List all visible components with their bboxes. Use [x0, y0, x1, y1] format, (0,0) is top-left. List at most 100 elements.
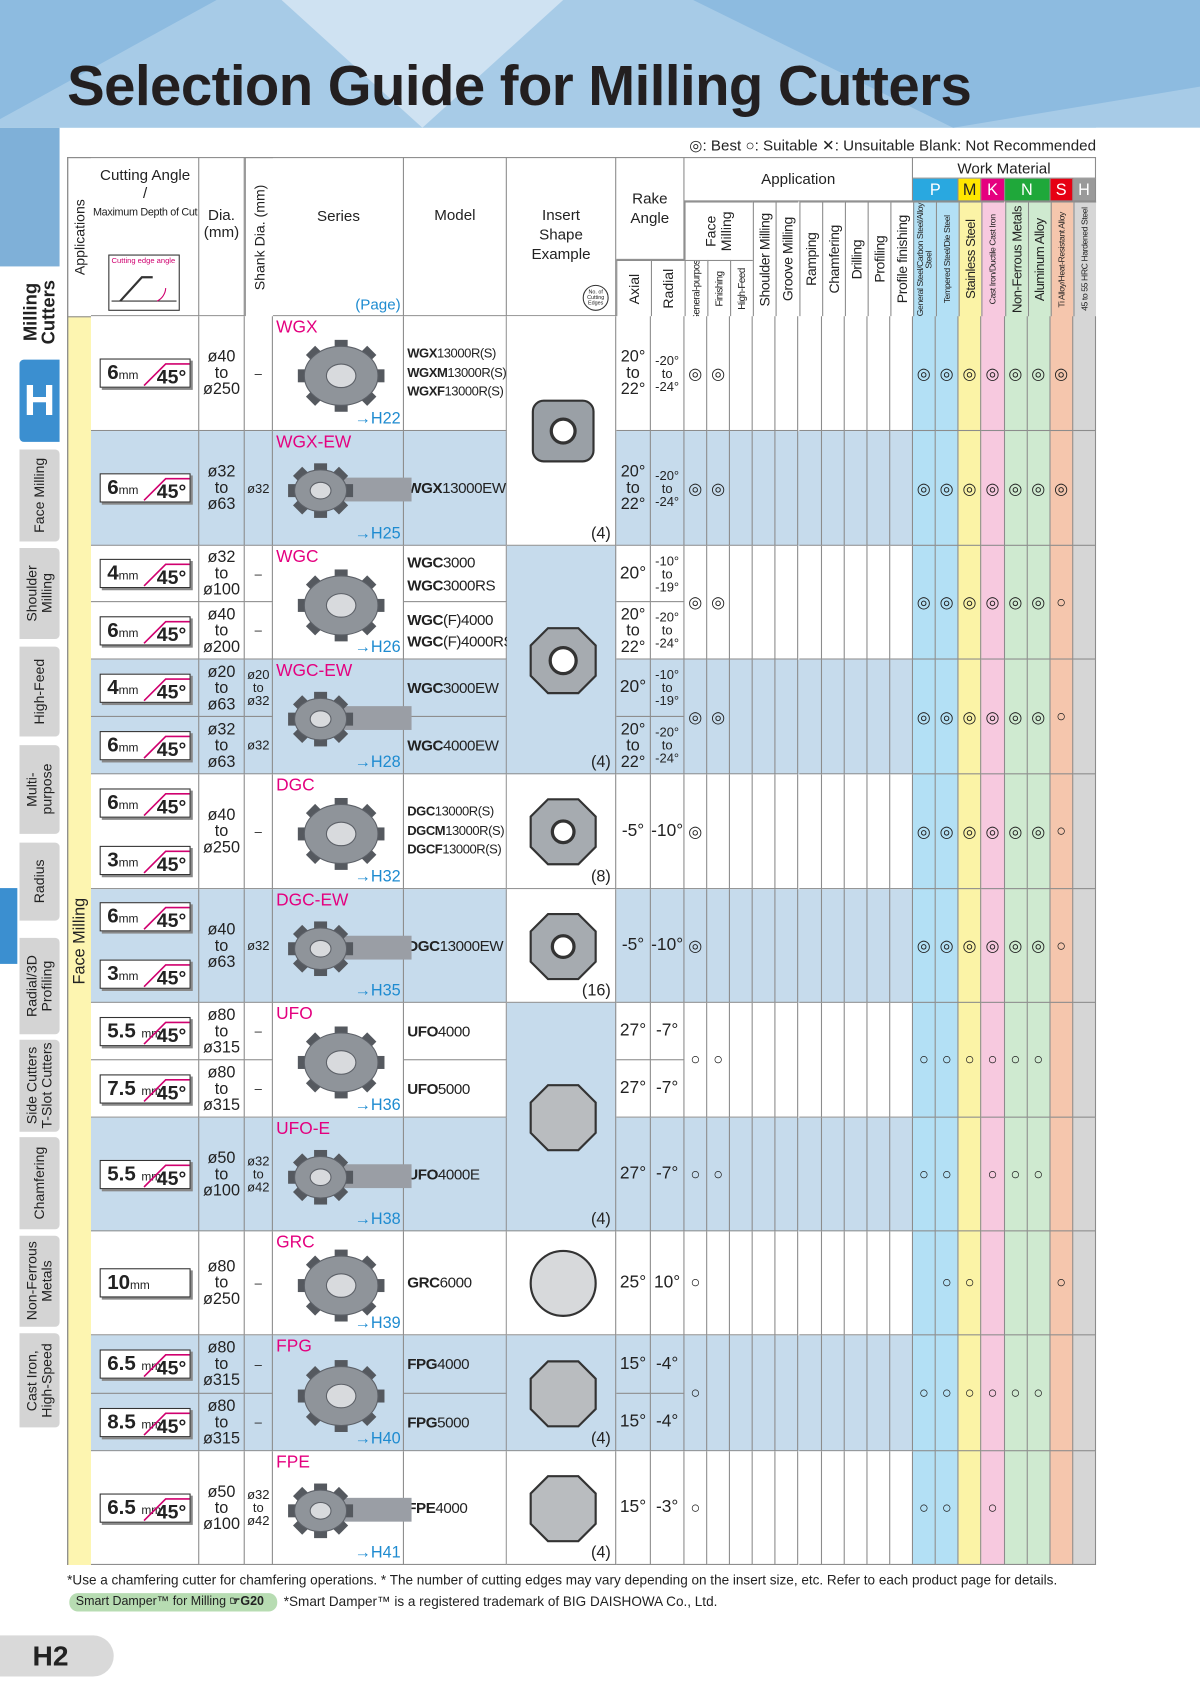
cutting-edges: (4)	[590, 752, 611, 772]
model-cell: FPE4000	[403, 1451, 507, 1565]
header-text: Series	[316, 206, 360, 225]
cutting-edges: (4)	[590, 1429, 611, 1449]
material-mark: ◎	[958, 545, 982, 660]
series-name: UFO-E	[276, 1119, 331, 1139]
radial: -4°	[655, 1354, 679, 1373]
material-column	[912, 201, 936, 1565]
model: WGC3000	[407, 553, 475, 571]
cut-box: 6 mm 45°	[99, 787, 191, 818]
cut-depth: 6	[107, 361, 119, 385]
material-mark: ○	[981, 1335, 1005, 1452]
shank: ø32	[247, 480, 270, 496]
application-mark-cell	[821, 889, 845, 1003]
row-band	[90, 431, 913, 546]
material-mark-cell	[1050, 1335, 1074, 1452]
material-mark: ◎	[1004, 316, 1028, 432]
cut-box: 6.5 mm 45°	[99, 1492, 191, 1523]
cut-angle: 45°	[156, 366, 187, 388]
insert-shape	[529, 1474, 597, 1542]
application-mark-cell	[707, 1335, 731, 1452]
cut-cell	[90, 1335, 200, 1394]
cut-box: 10 mm	[99, 1268, 191, 1298]
application-mark-cell	[844, 316, 868, 432]
material-mark: ○	[912, 1335, 936, 1452]
axial: 15°	[619, 1412, 647, 1431]
material-mark: ◎	[958, 889, 982, 1003]
cut-box: 6 mm 45°	[99, 358, 191, 388]
shank: ø32 to ø42	[247, 1487, 270, 1529]
section-tab: Milling Cutters	[19, 270, 60, 354]
model-cell: UFO5000	[403, 1060, 507, 1118]
cut-unit: mm	[118, 369, 139, 383]
axial: 20° to 22°	[620, 604, 646, 656]
radial: -10°	[651, 821, 684, 840]
header-application-column: General-purpose	[684, 259, 708, 317]
model-cell: UFO4000	[403, 1002, 507, 1061]
dia-cell: ø40 to ø250	[199, 774, 245, 890]
model-cell: DGC13000R(S) DGCM13000R(S) DGCF13000R(S)	[403, 774, 507, 890]
row-band	[90, 1002, 913, 1118]
cut-box: 4 mm 45°	[99, 673, 191, 703]
material-mark: ◎	[981, 545, 1005, 660]
material-mark: ◎	[935, 659, 959, 775]
header-text: Maximum Depth of Cut	[92, 206, 198, 219]
series-page: →H22	[354, 409, 401, 428]
tool-image	[288, 920, 412, 976]
row-band	[90, 889, 913, 1003]
tool-image	[297, 797, 385, 870]
legend: ◎: Best ○: Suitable ✕: Unsuitable Blank:…	[689, 136, 1097, 154]
tool-image	[297, 568, 385, 641]
application-mark-cell	[890, 431, 913, 546]
radial: -20° to -24°	[655, 467, 680, 509]
model: WGX13000R(S)	[407, 345, 496, 362]
axial-cell: -5°	[616, 774, 651, 890]
application-mark-cell	[867, 1117, 891, 1232]
cut-depth: 4	[107, 676, 119, 700]
material-mark: ◎	[1027, 659, 1051, 775]
dia-cell: ø80 to ø315	[199, 1393, 245, 1452]
cutting-edges: (4)	[590, 1543, 611, 1562]
application-mark-cell	[775, 1117, 799, 1232]
model-cell: GRC6000	[403, 1231, 507, 1336]
cut-box: 7.5 mm 45°	[99, 1073, 191, 1104]
letter-tab: H	[19, 359, 60, 442]
shank: ø32	[247, 737, 270, 753]
insert-shape	[531, 399, 595, 463]
application-mark-cell	[753, 1002, 776, 1118]
cut-cell	[90, 431, 200, 546]
material-letter: H	[1073, 178, 1097, 202]
model-cell: WGC3000 WGC3000RS	[403, 545, 507, 603]
cut-box: 8.5 mm 45°	[99, 1407, 191, 1437]
shank-cell: ø32	[244, 716, 273, 775]
axial: 15°	[619, 1497, 647, 1517]
application-mark: ○	[684, 1002, 708, 1118]
axial: 27°	[619, 1164, 647, 1183]
cut-box: 6 mm 45°	[99, 473, 191, 503]
application-mark-cell	[798, 545, 822, 660]
row-band	[90, 545, 913, 660]
header-material-column: Ti Alloy/Heat-Resistant Alloy	[1050, 201, 1074, 317]
material-mark-cell	[1004, 1231, 1028, 1336]
cut-cell	[90, 1451, 200, 1565]
model: WGC(F)4000RS	[407, 632, 514, 650]
material-mark: ○	[1004, 1117, 1028, 1232]
application-mark-cell	[798, 1231, 822, 1336]
cut-unit: mm	[118, 741, 139, 755]
axial: 27°	[619, 1021, 647, 1040]
material-mark: ◎	[912, 889, 936, 1003]
dia: ø32 to ø63	[207, 719, 236, 771]
header-application-column: Chamfering	[821, 201, 845, 317]
material-mark: ◎	[958, 316, 982, 432]
damper-label: Smart Damper™ for Milling	[75, 1595, 226, 1609]
material-mark-cell	[1050, 1002, 1074, 1118]
shank: ø20 to ø32	[247, 667, 270, 709]
application-mark-cell	[821, 1117, 845, 1232]
material-mark: ◎	[912, 431, 936, 546]
application-mark-cell	[821, 431, 845, 546]
material-column	[1073, 201, 1097, 1565]
axial-cell: 20° to 22°	[616, 316, 651, 432]
application-mark-cell	[867, 545, 891, 660]
cut-angle: 45°	[156, 910, 187, 932]
dia-cell: ø32 to ø63	[199, 431, 245, 546]
